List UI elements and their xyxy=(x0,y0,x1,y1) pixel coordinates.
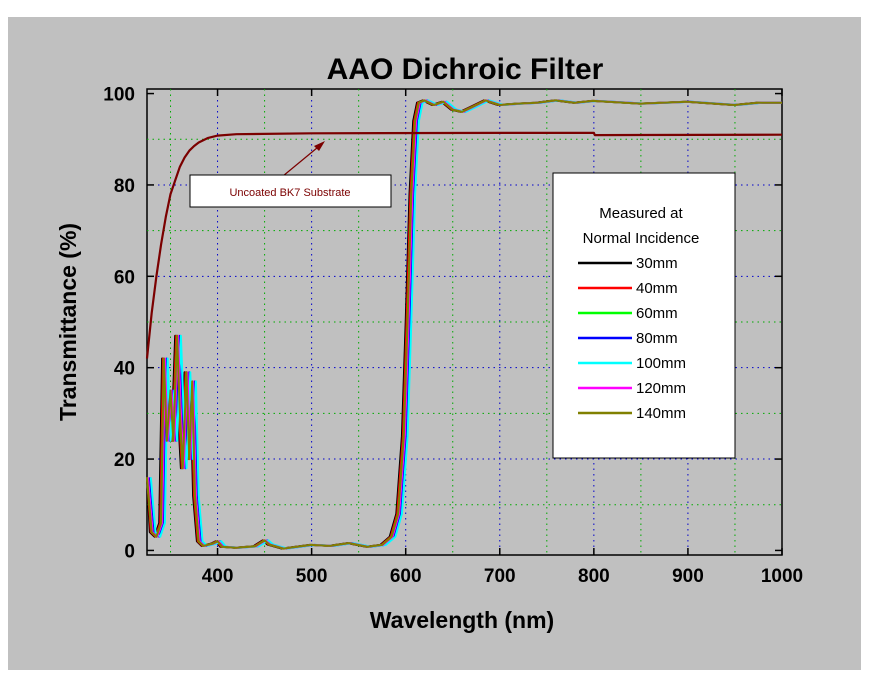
annotation-box xyxy=(189,174,392,208)
annotation-text: Uncoated BK7 Substrate xyxy=(229,187,350,199)
substrate-layer xyxy=(145,131,783,359)
legend-title-line-2: Normal Incidence xyxy=(583,230,700,247)
x-tick-label: 600 xyxy=(390,566,422,587)
y-tick-label: 20 xyxy=(114,450,135,471)
y-tick-label: 100 xyxy=(103,85,135,106)
x-tick-label: 700 xyxy=(484,566,516,587)
legend-label-120mm: 120mm xyxy=(636,380,686,397)
legend: Measured at Normal Incidence 30mm 40mm 60m… xyxy=(552,172,736,459)
legend-box xyxy=(552,172,736,459)
y-tick-label: 80 xyxy=(114,176,135,197)
legend-label-140mm: 140mm xyxy=(636,405,686,422)
legend-items: 30mm 40mm 60mm 80mm 100mm 120mm 140mm xyxy=(578,255,686,422)
x-tick-label: 800 xyxy=(578,566,610,587)
legend-label-30mm: 30mm xyxy=(636,255,678,272)
series-line-140mm xyxy=(146,99,782,550)
x-tick-label: 900 xyxy=(672,566,704,587)
y-axis-label: Transmittance (%) xyxy=(55,223,81,421)
y-tick-label: 40 xyxy=(114,359,135,380)
legend-label-100mm: 100mm xyxy=(636,355,686,372)
axis-ticks: 400 500 600 700 800 900 1000 0 20 40 60 80 100 xyxy=(103,85,803,587)
chart-title: AAO Dichroic Filter xyxy=(327,53,604,86)
data-curves xyxy=(146,99,782,550)
substrate-line xyxy=(145,131,783,359)
legend-label-80mm: 80mm xyxy=(636,330,678,347)
x-axis-label: Wavelength (nm) xyxy=(370,607,554,633)
annotation-arrow xyxy=(282,142,324,177)
legend-label-60mm: 60mm xyxy=(636,305,678,322)
annotation-arrowhead xyxy=(314,141,325,151)
x-tick-label: 400 xyxy=(202,566,234,587)
annotation: Uncoated BK7 Substrate xyxy=(189,141,392,208)
x-tick-label: 1000 xyxy=(761,566,803,587)
legend-title-line-1: Measured at xyxy=(599,205,683,222)
y-tick-label: 0 xyxy=(124,541,135,562)
legend-label-40mm: 40mm xyxy=(636,280,678,297)
x-tick-label: 500 xyxy=(296,566,328,587)
y-tick-label: 60 xyxy=(114,267,135,288)
